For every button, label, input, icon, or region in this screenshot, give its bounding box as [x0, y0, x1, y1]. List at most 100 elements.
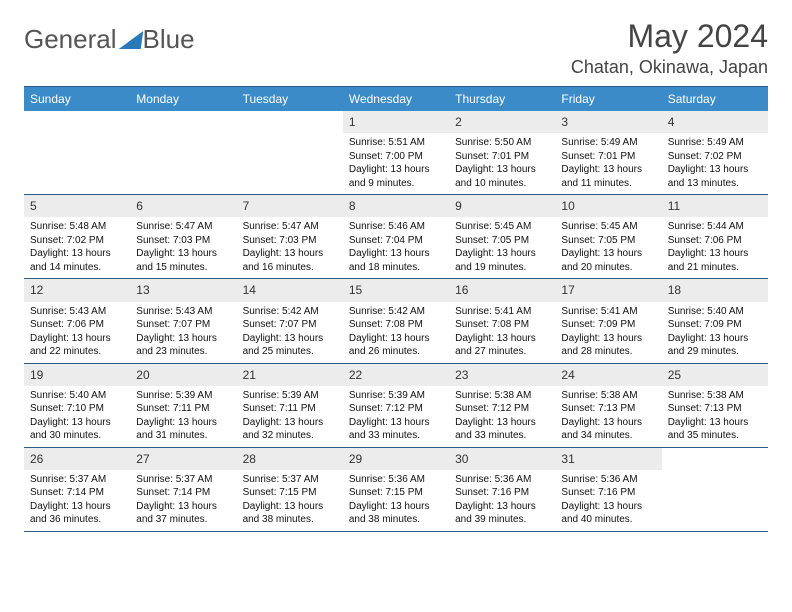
day-number: 27	[130, 448, 236, 470]
sunset-text: Sunset: 7:09 PM	[668, 318, 762, 332]
day-number: 10	[555, 195, 661, 217]
sunrise-text: Sunrise: 5:37 AM	[136, 473, 230, 487]
day-cell: 28Sunrise: 5:37 AMSunset: 7:15 PMDayligh…	[237, 448, 343, 531]
sunset-text: Sunset: 7:11 PM	[136, 402, 230, 416]
daylight-text: Daylight: 13 hours and 39 minutes.	[455, 500, 549, 527]
day-number: 8	[343, 195, 449, 217]
logo-text-2: Blue	[143, 24, 195, 55]
day-number: 28	[237, 448, 343, 470]
sunrise-text: Sunrise: 5:38 AM	[455, 389, 549, 403]
day-cell: 26Sunrise: 5:37 AMSunset: 7:14 PMDayligh…	[24, 448, 130, 531]
day-cell: 19 Sunrise: 5:40 AMSunset: 7:10 PMDayligh…	[24, 364, 130, 447]
sunrise-text: Sunrise: 5:48 AM	[30, 220, 124, 234]
day-detail: Sunrise: 5:46 AMSunset: 7:04 PMDaylight:…	[343, 220, 449, 274]
sunset-text: Sunset: 7:15 PM	[243, 486, 337, 500]
day-cell	[24, 111, 130, 194]
sunrise-text: Sunrise: 5:39 AM	[136, 389, 230, 403]
day-detail: Sunrise: 5:51 AMSunset: 7:00 PMDaylight:…	[343, 136, 449, 190]
daylight-text: Daylight: 13 hours and 38 minutes.	[349, 500, 443, 527]
daylight-text: Daylight: 13 hours and 29 minutes.	[668, 332, 762, 359]
sunrise-text: Sunrise: 5:36 AM	[561, 473, 655, 487]
daylight-text: Daylight: 13 hours and 21 minutes.	[668, 247, 762, 274]
day-cell: 27 Sunrise: 5:37 AMSunset: 7:14 PMDayligh…	[130, 448, 236, 531]
day-number: 18	[662, 279, 768, 301]
sunset-text: Sunset: 7:13 PM	[668, 402, 762, 416]
daylight-text: Daylight: 13 hours and 11 minutes.	[561, 163, 655, 190]
sunrise-text: Sunrise: 5:39 AM	[349, 389, 443, 403]
day-detail: Sunrise: 5:37 AMSunset: 7:14 PMDaylight:…	[130, 473, 236, 527]
day-detail: Sunrise: 5:40 AMSunset: 7:10 PMDaylight:…	[24, 389, 130, 443]
sunrise-text: Sunrise: 5:42 AM	[243, 305, 337, 319]
day-detail: Sunrise: 5:38 AMSunset: 7:13 PMDaylight:…	[662, 389, 768, 443]
daylight-text: Daylight: 13 hours and 13 minutes.	[668, 163, 762, 190]
day-cell: 9 Sunrise: 5:45 AMSunset: 7:05 PMDaylight…	[449, 195, 555, 278]
sunset-text: Sunset: 7:09 PM	[561, 318, 655, 332]
day-cell: 16Sunrise: 5:41 AMSunset: 7:08 PMDayligh…	[449, 279, 555, 362]
sunrise-text: Sunrise: 5:37 AM	[243, 473, 337, 487]
day-number: 4	[662, 111, 768, 133]
daylight-text: Daylight: 13 hours and 40 minutes.	[561, 500, 655, 527]
day-number: 21	[237, 364, 343, 386]
day-number: 16	[449, 279, 555, 301]
daylight-text: Daylight: 13 hours and 26 minutes.	[349, 332, 443, 359]
daylight-text: Daylight: 13 hours and 9 minutes.	[349, 163, 443, 190]
day-detail: Sunrise: 5:47 AMSunset: 7:03 PMDaylight:…	[237, 220, 343, 274]
day-cell: 20Sunrise: 5:39 AMSunset: 7:11 PMDayligh…	[130, 364, 236, 447]
day-number: 5	[24, 195, 130, 217]
daylight-text: Daylight: 13 hours and 34 minutes.	[561, 416, 655, 443]
sunrise-text: Sunrise: 5:38 AM	[668, 389, 762, 403]
sunrise-text: Sunrise: 5:46 AM	[349, 220, 443, 234]
day-detail: Sunrise: 5:38 AMSunset: 7:13 PMDaylight:…	[555, 389, 661, 443]
day-cell	[237, 111, 343, 194]
sunset-text: Sunset: 7:01 PM	[561, 150, 655, 164]
daylight-text: Daylight: 13 hours and 14 minutes.	[30, 247, 124, 274]
day-detail: Sunrise: 5:44 AMSunset: 7:06 PMDaylight:…	[662, 220, 768, 274]
day-header-cell: Tuesday	[237, 87, 343, 111]
title-month: May 2024	[571, 18, 768, 55]
sunset-text: Sunset: 7:03 PM	[243, 234, 337, 248]
day-header-row: SundayMondayTuesdayWednesdayThursdayFrid…	[24, 87, 768, 111]
day-cell: 7 Sunrise: 5:47 AMSunset: 7:03 PMDaylight…	[237, 195, 343, 278]
day-cell: 30Sunrise: 5:36 AMSunset: 7:16 PMDayligh…	[449, 448, 555, 531]
day-detail: Sunrise: 5:42 AMSunset: 7:08 PMDaylight:…	[343, 305, 449, 359]
day-number: 19	[24, 364, 130, 386]
sunset-text: Sunset: 7:03 PM	[136, 234, 230, 248]
day-detail: Sunrise: 5:45 AMSunset: 7:05 PMDaylight:…	[449, 220, 555, 274]
sunrise-text: Sunrise: 5:41 AM	[561, 305, 655, 319]
day-number: 7	[237, 195, 343, 217]
day-number: 15	[343, 279, 449, 301]
day-header-cell: Sunday	[24, 87, 130, 111]
day-cell: 21Sunrise: 5:39 AMSunset: 7:11 PMDayligh…	[237, 364, 343, 447]
day-header-cell: Monday	[130, 87, 236, 111]
day-cell: 31Sunrise: 5:36 AMSunset: 7:16 PMDayligh…	[555, 448, 661, 531]
day-cell: 1Sunrise: 5:51 AMSunset: 7:00 PMDaylight…	[343, 111, 449, 194]
sunrise-text: Sunrise: 5:36 AM	[455, 473, 549, 487]
sunset-text: Sunset: 7:15 PM	[349, 486, 443, 500]
sunrise-text: Sunrise: 5:49 AM	[668, 136, 762, 150]
day-detail: Sunrise: 5:36 AMSunset: 7:16 PMDaylight:…	[555, 473, 661, 527]
day-header-cell: Friday	[555, 87, 661, 111]
sunrise-text: Sunrise: 5:40 AM	[668, 305, 762, 319]
sunrise-text: Sunrise: 5:45 AM	[455, 220, 549, 234]
day-number: 9	[449, 195, 555, 217]
sunrise-text: Sunrise: 5:38 AM	[561, 389, 655, 403]
day-header-cell: Thursday	[449, 87, 555, 111]
day-detail: Sunrise: 5:41 AMSunset: 7:09 PMDaylight:…	[555, 305, 661, 359]
day-cell: 4 Sunrise: 5:49 AMSunset: 7:02 PMDaylight…	[662, 111, 768, 194]
day-number: 3	[555, 111, 661, 133]
sunrise-text: Sunrise: 5:51 AM	[349, 136, 443, 150]
daylight-text: Daylight: 13 hours and 35 minutes.	[668, 416, 762, 443]
sunset-text: Sunset: 7:05 PM	[561, 234, 655, 248]
day-number: 11	[662, 195, 768, 217]
daylight-text: Daylight: 13 hours and 27 minutes.	[455, 332, 549, 359]
sunrise-text: Sunrise: 5:47 AM	[243, 220, 337, 234]
day-detail: Sunrise: 5:49 AMSunset: 7:01 PMDaylight:…	[555, 136, 661, 190]
sunset-text: Sunset: 7:02 PM	[668, 150, 762, 164]
sunset-text: Sunset: 7:05 PM	[455, 234, 549, 248]
title-location: Chatan, Okinawa, Japan	[571, 57, 768, 78]
sunrise-text: Sunrise: 5:37 AM	[30, 473, 124, 487]
day-detail: Sunrise: 5:43 AMSunset: 7:07 PMDaylight:…	[130, 305, 236, 359]
day-cell: 17Sunrise: 5:41 AMSunset: 7:09 PMDayligh…	[555, 279, 661, 362]
day-number: 6	[130, 195, 236, 217]
day-detail: Sunrise: 5:40 AMSunset: 7:09 PMDaylight:…	[662, 305, 768, 359]
